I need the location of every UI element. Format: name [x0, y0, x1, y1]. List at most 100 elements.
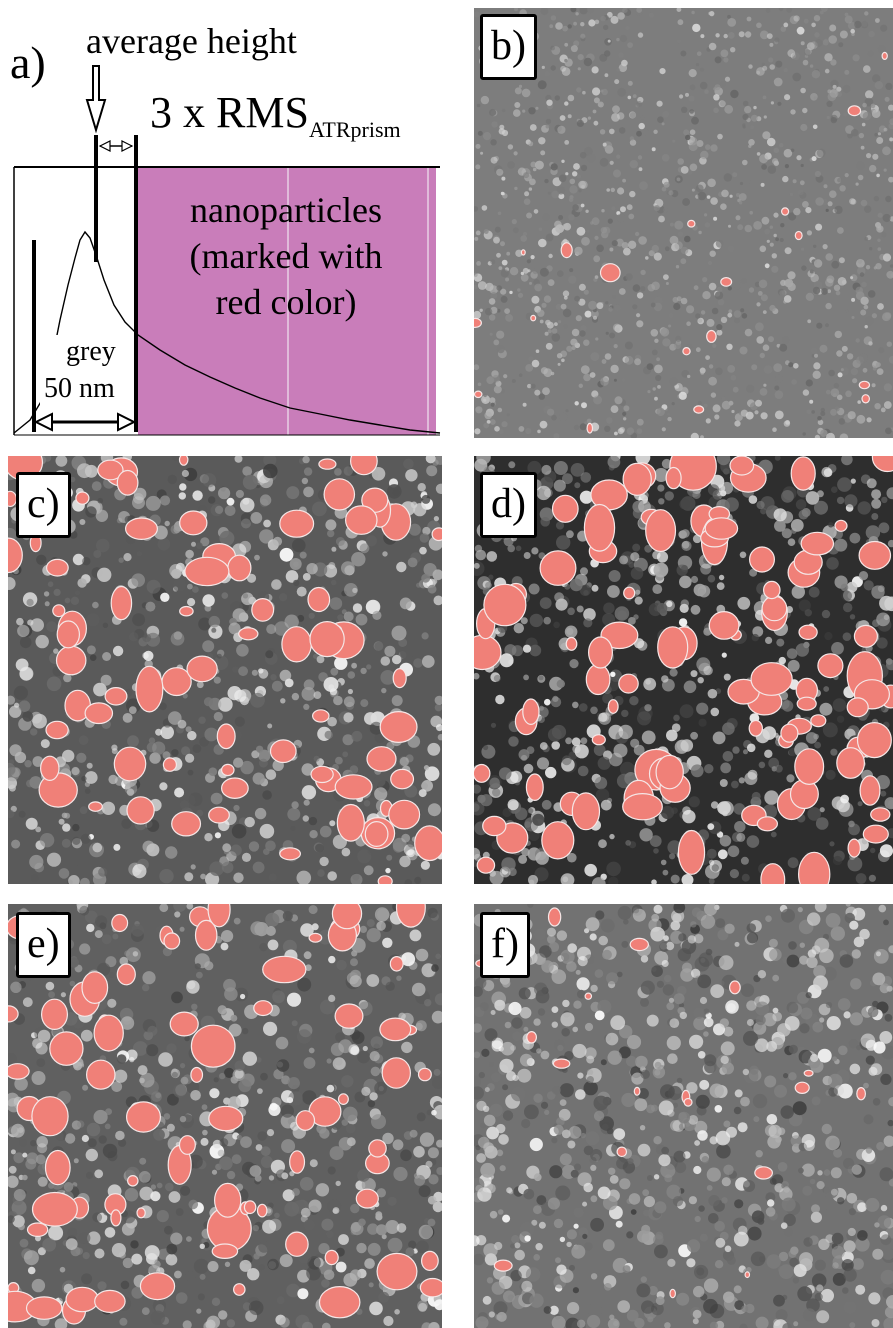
nanoparticle-marker [311, 709, 330, 723]
afm-texture-b [474, 8, 893, 438]
nanoparticle-marker [790, 456, 816, 491]
nanoparticle-marker [591, 734, 606, 746]
nanoparticle-marker [211, 1243, 239, 1259]
nanoparticle-marker [870, 807, 891, 822]
nanoparticle-marker [571, 792, 601, 831]
nanoparticle-marker [629, 937, 649, 952]
nanoparticle-marker [163, 932, 181, 950]
nanoparticle-marker [708, 610, 740, 640]
nanoparticle-marker [279, 847, 302, 861]
nanoparticle-marker [116, 963, 136, 986]
nanoparticle-marker [253, 1000, 274, 1017]
nanoparticle-marker [56, 620, 80, 649]
nanoparticle-marker [318, 458, 337, 470]
nanoparticle-marker [125, 1101, 161, 1133]
nanoparticle-marker [560, 242, 573, 259]
nanoparticle-marker [25, 1296, 63, 1320]
nanoparticle-marker [44, 1149, 71, 1186]
panel-f-label: f) [480, 912, 530, 978]
nanoparticle-marker [126, 796, 155, 825]
nanoparticle-marker [139, 1272, 176, 1301]
nanoparticle-marker [794, 748, 825, 786]
nanoparticle-marker [194, 919, 218, 951]
nanoparticle-marker [49, 1031, 84, 1066]
nanoparticle-marker [162, 757, 177, 772]
histogram-chart: a) average height 3 x RMSATRprism nanopa… [10, 21, 441, 436]
nanoparticle-marker [871, 456, 893, 473]
nanoparticle-marker [39, 755, 60, 781]
nanoparticle-marker [97, 459, 124, 481]
nanoparticle-marker [243, 1200, 257, 1215]
nanoparticle-marker [110, 1209, 122, 1227]
nanoparticle-marker [622, 793, 663, 821]
nanoparticle-marker [111, 913, 129, 933]
nanoparticle-marker [665, 466, 682, 490]
scale-label: 50 nm [44, 373, 115, 404]
nanoparticle-marker [585, 663, 611, 696]
nanoparticle-marker [474, 317, 482, 328]
nanoparticle-marker [483, 583, 527, 627]
nanoparticle-marker [256, 1203, 268, 1218]
nanoparticle-marker [526, 1031, 537, 1044]
nanoparticle-marker [861, 394, 871, 404]
nanoparticle-marker [216, 723, 236, 750]
panel-b-label: b) [480, 14, 537, 80]
nanoparticle-marker [552, 1058, 571, 1069]
nanoparticle-marker [279, 509, 315, 538]
nanoparticle-marker [565, 636, 578, 651]
nanoparticle-marker [281, 626, 312, 663]
nanoparticle-marker [8, 1063, 30, 1080]
nanoparticle-marker [493, 1259, 513, 1272]
nanoparticle-marker [600, 621, 639, 650]
nanoparticle-marker [364, 821, 389, 848]
nanoparticle-marker [583, 503, 616, 552]
afm-image-b: b) [474, 8, 893, 438]
afm-image-f: f) [474, 904, 893, 1328]
nanoparticle-marker [390, 768, 415, 790]
nanoparticle-marker [748, 719, 763, 737]
nanoparticle-marker [178, 456, 189, 466]
nanoparticle-marker [522, 698, 540, 725]
nanoparticle-marker [186, 655, 218, 683]
down-arrow-icon [85, 65, 107, 134]
nanoparticle-marker [127, 1174, 139, 1187]
nanoparticle-marker [800, 531, 835, 556]
nanoparticle-marker [344, 505, 378, 535]
nanoparticle-marker [586, 422, 594, 434]
nanoparticle-marker [389, 955, 404, 972]
nanoparticle-marker [285, 1231, 309, 1257]
nanoparticle-marker [310, 765, 334, 784]
nanoparticle-marker [846, 697, 869, 718]
nanoparticle-marker [551, 494, 579, 523]
nanoparticle-marker [86, 1059, 116, 1090]
nanoparticle-marker [308, 932, 323, 943]
nanoparticle-marker [474, 763, 491, 783]
nanoparticle-marker [817, 653, 844, 679]
nanoparticle-marker [116, 469, 139, 496]
nanoparticle-marker [169, 1011, 199, 1037]
nanoparticle-marker [295, 1110, 316, 1131]
nanoparticles-label-line-2: (marked with [190, 236, 383, 276]
nanoparticle-marker [238, 627, 259, 641]
afm-texture-c [8, 456, 442, 884]
nanoparticle-marker [26, 1222, 49, 1237]
nanoparticle-marker [856, 1086, 867, 1101]
nanoparticle-marker [94, 1289, 126, 1313]
nanoparticle-marker [75, 491, 90, 505]
nanoparticle-marker [307, 586, 331, 613]
nanoparticle-marker [52, 604, 66, 618]
nanoparticle-marker [431, 527, 442, 542]
nanoparticle-marker [762, 580, 781, 600]
nanoparticle-marker [520, 249, 526, 256]
nanoparticle-marker [749, 546, 776, 573]
nanoparticle-marker [780, 723, 799, 743]
nanoparticle-marker [704, 517, 739, 540]
nanoparticle-marker [350, 456, 378, 476]
nanoparticle-marker [324, 1249, 339, 1266]
nanoparticle-marker [847, 105, 862, 117]
nanoparticle-marker [135, 665, 164, 713]
nanoparticle-marker [683, 1097, 693, 1107]
nanoparticle-marker [618, 673, 639, 694]
nanoparticle-marker [834, 519, 848, 532]
nanoparticle-marker [706, 329, 717, 343]
